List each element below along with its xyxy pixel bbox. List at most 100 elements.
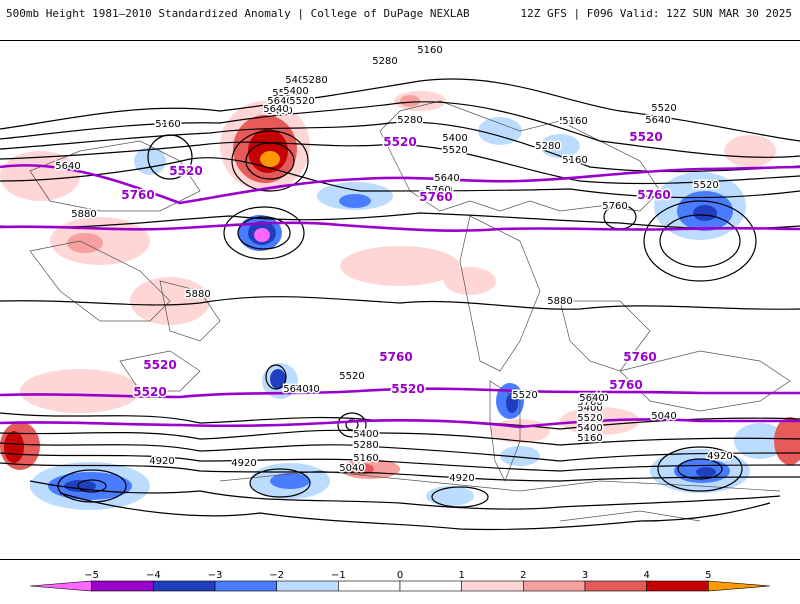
- height-contour-label: 5640: [263, 104, 288, 115]
- height-contour-label: 5040: [339, 463, 364, 474]
- map-panel: 5160 5280 5400 5520 5640 5400 5160 5640 5880 5880…: [0, 40, 800, 560]
- key-contour-label: 5520: [391, 382, 424, 396]
- colorbar-tick-label: −4: [146, 570, 161, 581]
- colorbar-tick-label: 4: [643, 570, 649, 581]
- height-contour-label: 4920: [149, 456, 174, 467]
- colorbar-tick-label: 3: [582, 570, 588, 581]
- key-contour-label: 5760: [637, 188, 670, 202]
- colorbar-tick-label: 2: [520, 570, 526, 581]
- height-contour-label: 5640: [283, 384, 308, 395]
- height-contour-label: 5280: [397, 115, 422, 126]
- height-contour-label: 4920: [231, 458, 256, 469]
- colorbar-tick-label: 0: [397, 570, 403, 581]
- height-contour-label: 5400: [442, 133, 467, 144]
- key-contour-label: 5520: [169, 164, 202, 178]
- height-contour-label: 5400: [353, 429, 378, 440]
- height-contour-label: 5280: [535, 141, 560, 152]
- height-contour-label: 5520: [693, 180, 718, 191]
- height-contour-label: 5880: [547, 296, 572, 307]
- anomaly-area-neg5: [254, 228, 270, 242]
- height-contour-label: 5640: [579, 393, 604, 404]
- colorbar-segment: [91, 580, 154, 592]
- anomaly-area-neg1: [500, 446, 540, 466]
- anomaly-area-pos4: [4, 431, 24, 463]
- height-contour-label: 5280: [577, 433, 602, 444]
- colorbar-arrow-left: [29, 580, 92, 592]
- height-contour-label: 5040: [577, 433, 602, 444]
- anomaly-area-pos3: [774, 417, 800, 465]
- anomaly-area-pos5: [260, 151, 280, 167]
- height-contour-label: 5400: [577, 403, 602, 414]
- height-contour-label: 5880: [71, 209, 96, 220]
- height-contour-label: 5400: [285, 75, 310, 86]
- height-contour-label: 5520: [339, 371, 364, 382]
- height-contour-label: 5880: [185, 289, 210, 300]
- height-contour-label: 5400: [577, 423, 602, 434]
- anomaly-area-pos1: [340, 246, 460, 286]
- height-contour-label: 5160: [559, 116, 584, 127]
- height-contour-label: 5760: [602, 201, 627, 212]
- colorbar-segment: [523, 580, 586, 592]
- height-contour-label: 4920: [707, 451, 732, 462]
- height-contour-label: 5760: [427, 185, 452, 196]
- key-contour-label: 5760: [379, 350, 412, 364]
- key-contour-label: 5760: [419, 190, 452, 204]
- height-contour-label: 5640: [294, 384, 319, 395]
- anomaly-area-neg3: [696, 467, 716, 477]
- colorbar-segment: [399, 580, 462, 592]
- colorbar-tick-label: 1: [458, 570, 464, 581]
- height-contour-label: 5520: [577, 413, 602, 424]
- colorbar-tick-label: −3: [208, 570, 223, 581]
- height-contour-label: 5520: [512, 390, 537, 401]
- anomaly-area-neg1: [426, 486, 474, 506]
- height-contour-label: 5760: [577, 397, 602, 408]
- anomaly-area-pos1: [20, 369, 140, 413]
- height-contour-label: 5520: [289, 96, 314, 107]
- colorbar-segment: [461, 580, 524, 592]
- colorbar-tick-label: −1: [331, 570, 346, 581]
- colorbar-arrow-right: [708, 580, 771, 592]
- height-contour-label: 5160: [417, 45, 442, 56]
- key-contour-label: 5520: [629, 130, 662, 144]
- height-contour-label: 5160: [155, 119, 180, 130]
- key-contour-label: 5760: [121, 188, 154, 202]
- anomaly-area-pos1: [724, 135, 776, 167]
- height-contour-label: 5520: [651, 103, 676, 114]
- model-run-info: 12Z GFS | F096 Valid: 12Z SUN MAR 30 202…: [520, 7, 792, 20]
- colorbar-segment: [276, 580, 339, 592]
- contour-labels: 5160528054005520564054005160564058805880…: [54, 44, 734, 486]
- colorbar-tick-label: −5: [84, 570, 99, 581]
- colorbar-segment: [214, 580, 277, 592]
- key-contour-label: 5520: [383, 135, 416, 149]
- key-contours: [0, 164, 800, 429]
- height-contour-label: 5280: [372, 56, 397, 67]
- height-contour-label: 5160: [562, 155, 587, 166]
- colorbar-segment: [584, 580, 647, 592]
- height-contour-label: 5280: [353, 440, 378, 451]
- anomaly-area-pos2: [400, 95, 420, 107]
- height-contour-label: 5160: [577, 423, 602, 434]
- colorbar: −5 −4 −3 −2 −1 0 1 2 3 4 5: [0, 568, 800, 600]
- key-contour-label: 5760: [623, 350, 656, 364]
- height-contour-label: 5640: [267, 96, 292, 107]
- anomaly-area-neg2: [270, 473, 310, 489]
- height-contour-label: 5280: [302, 75, 327, 86]
- height-contour-label: 5160: [562, 116, 587, 127]
- height-contour-label: 5280: [577, 413, 602, 424]
- colorbar-segment: [646, 580, 709, 592]
- height-contour-label: 5400: [283, 86, 308, 97]
- height-contour-label: 5880: [71, 209, 96, 220]
- anomaly-area-pos1: [444, 267, 496, 295]
- anomaly-area-neg1: [734, 423, 786, 459]
- anomaly-area-neg3: [693, 205, 717, 221]
- height-contour-label: 5520: [442, 145, 467, 156]
- coastlines: [29, 100, 791, 522]
- anomaly-area-neg2: [339, 194, 371, 208]
- height-contour-label: 5160: [577, 433, 602, 444]
- height-contour-label: 5520: [272, 88, 297, 99]
- height-contour-label: 5640: [583, 393, 608, 404]
- anomaly-area-pos1: [0, 151, 80, 201]
- height-contour-label: 5160: [353, 453, 378, 464]
- chart-title: 500mb Height 1981–2010 Standardized Anom…: [6, 7, 470, 20]
- key-contour-label: 5760: [609, 378, 642, 392]
